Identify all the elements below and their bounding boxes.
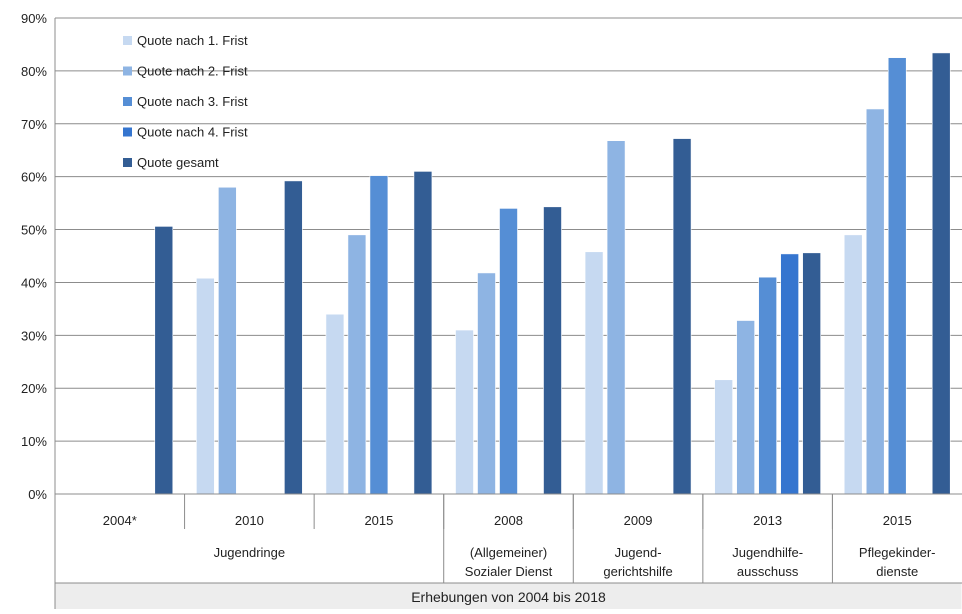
bar [325, 313, 345, 495]
y-tick-label: 60% [21, 170, 47, 185]
legend-label: Quote nach 1. Frist [137, 33, 248, 48]
bar [543, 206, 562, 495]
group-label: Jugendringe [214, 545, 286, 560]
bar [931, 52, 951, 495]
y-tick-label: 20% [21, 381, 47, 396]
y-tick-label: 0% [28, 487, 47, 502]
y-tick-label: 30% [21, 328, 47, 343]
y-tick-label: 90% [21, 11, 47, 26]
axis-layer: 0% 10% 20% 30% 40% 50% 60% 70% 80% 90% [21, 11, 962, 502]
bar [758, 276, 777, 495]
bars-layer [154, 52, 951, 495]
year-label: 2004* [103, 513, 137, 528]
legend-label: Quote nach 3. Frist [137, 94, 248, 109]
y-tick-label: 70% [21, 117, 47, 132]
caption-band [55, 583, 962, 610]
bar [413, 171, 433, 495]
group-label: Jugend- [615, 545, 662, 560]
legend-swatch [123, 97, 132, 106]
legend-swatch [123, 127, 132, 137]
group-label: Pflegekinder- [859, 545, 936, 560]
bar [780, 253, 799, 495]
bar [584, 251, 604, 495]
group-label: gerichtshilfe [603, 564, 672, 579]
y-tick-label: 40% [21, 275, 47, 290]
bar [714, 379, 733, 495]
group-label: Sozialer Dienst [465, 564, 553, 579]
bar [606, 140, 626, 495]
bar [802, 252, 821, 495]
group-label: dienste [876, 564, 918, 579]
group-label: Jugendhilfe- [732, 545, 803, 560]
legend-label: Quote nach 4. Frist [137, 125, 248, 140]
y-tick-label: 80% [21, 64, 47, 79]
legend: Quote nach 1. Frist Quote nach 2. Frist Qu… [123, 33, 248, 170]
group-label: (Allgemeiner) [470, 545, 547, 560]
y-tick-label: 10% [21, 434, 47, 449]
bar [347, 234, 367, 495]
x-axis-title: Erhebungen von 2004 bis 2018 [411, 589, 606, 605]
bar [887, 57, 907, 495]
bar [369, 175, 389, 495]
category-table: 2004* 2010 2015 2008 2009 2013 2015 Jugendringe… [54, 494, 962, 610]
legend-swatch [123, 66, 132, 76]
bar [218, 186, 237, 495]
bar [455, 329, 474, 495]
year-label: 2008 [494, 513, 523, 528]
legend-swatch [123, 36, 132, 45]
legend-label: Quote nach 2. Frist [137, 64, 248, 79]
legend-label: Quote gesamt [137, 155, 219, 170]
year-label: 2010 [235, 513, 264, 528]
bar [154, 226, 174, 495]
group-label: ausschuss [737, 564, 799, 579]
year-label: 2015 [883, 513, 912, 528]
bar [843, 234, 863, 495]
bar [477, 272, 496, 495]
year-label: 2009 [624, 513, 653, 528]
bar [284, 180, 303, 495]
legend-swatch [123, 158, 132, 167]
bar [736, 320, 755, 495]
bar [499, 208, 518, 495]
bar [196, 277, 215, 495]
year-label: 2015 [364, 513, 393, 528]
bar [672, 138, 692, 495]
bar [865, 108, 885, 495]
year-label: 2013 [753, 513, 782, 528]
y-tick-label: 50% [21, 223, 47, 238]
